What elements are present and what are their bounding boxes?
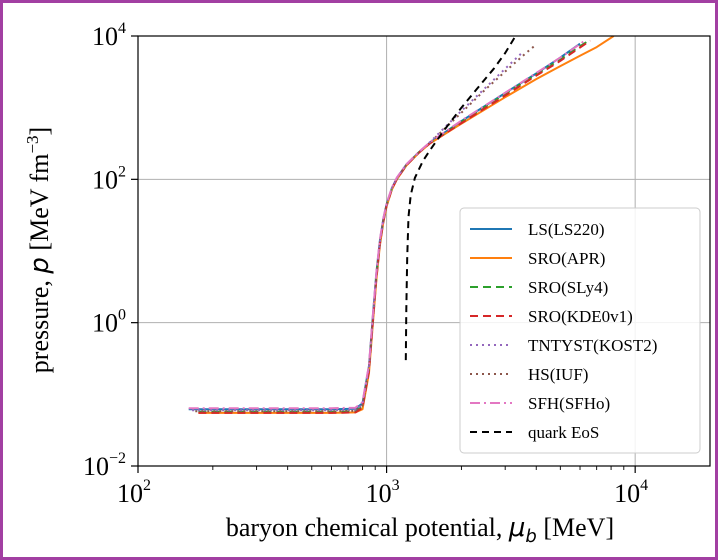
x-tick-label: 102 (117, 477, 151, 508)
x-tick-label: 103 (366, 477, 400, 508)
legend-label: SRO(APR) (528, 249, 605, 268)
legend-label: LS(LS220) (528, 220, 605, 239)
y-tick-label: 100 (92, 307, 126, 338)
y-tick-label: 102 (92, 163, 126, 194)
y-tick-label: 104 (92, 20, 126, 51)
legend-label: SRO(SLy4) (528, 278, 608, 297)
x-axis-subscript: b (525, 526, 536, 547)
x-tick-label: 104 (614, 477, 648, 508)
series-line-quark-eos (404, 36, 517, 361)
y-axis-exponent: −3 (23, 135, 42, 153)
x-axis-symbol: μ (508, 513, 526, 543)
legend-label: TNTYST(KOST2) (528, 336, 657, 355)
legend: LS(LS220) SRO(APR) SRO(SLy4) SRO(KDE0v1) TNT… (459, 207, 701, 454)
legend-label: SRO(KDE0v1) (528, 307, 633, 326)
legend-label: quark EoS (528, 423, 599, 442)
x-axis-label: baryon chemical potential, μb [MeV] (226, 513, 614, 547)
y-tick-label: 10−2 (83, 450, 126, 481)
legend-box (459, 207, 701, 454)
legend-label: HS(IUF) (528, 365, 588, 384)
series-line-sfh-sfho (188, 40, 585, 410)
legend-label: SFH(SFHo) (528, 394, 610, 413)
series-line-hs-iuf (195, 43, 537, 413)
y-axis-label: pressure, p [MeV fm−3] (23, 127, 55, 373)
y-axis-symbol: p (25, 257, 55, 275)
series-group (188, 36, 615, 414)
plot-border (137, 35, 711, 467)
ticks: 102 103 104 10−2 100 102 104 (83, 20, 648, 508)
